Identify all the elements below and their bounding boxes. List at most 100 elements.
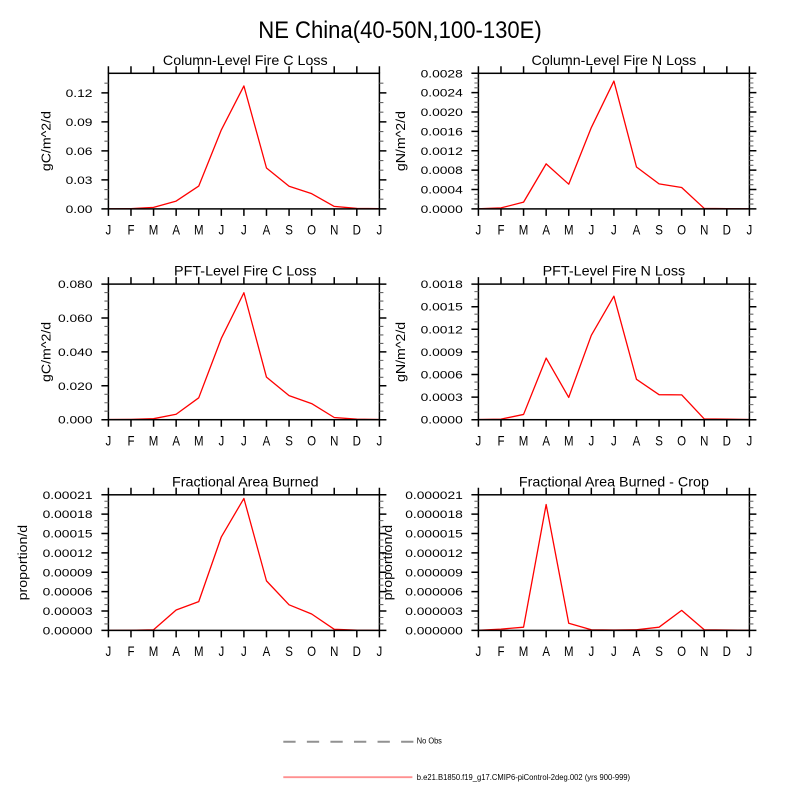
svg-text:J: J [218,222,224,238]
svg-text:0.0006: 0.0006 [421,370,463,382]
svg-text:0.000000: 0.000000 [405,625,463,637]
svg-text:A: A [542,432,550,448]
svg-text:0.0012: 0.0012 [421,324,463,336]
svg-text:F: F [127,643,134,659]
svg-text:M: M [564,222,574,238]
svg-text:0.0000: 0.0000 [421,204,463,216]
svg-text:M: M [519,222,529,238]
svg-text:J: J [588,643,594,659]
svg-text:M: M [194,222,204,238]
svg-text:S: S [285,643,293,659]
svg-text:0.0024: 0.0024 [421,88,463,100]
svg-text:O: O [677,222,686,238]
svg-text:J: J [747,432,753,448]
svg-text:A: A [633,432,641,448]
svg-text:0.0008: 0.0008 [421,165,463,177]
svg-text:M: M [149,432,159,448]
svg-text:A: A [172,222,180,238]
svg-text:A: A [633,643,641,659]
svg-text:0.000012: 0.000012 [405,548,463,560]
svg-text:F: F [127,432,134,448]
svg-text:D: D [353,643,361,659]
svg-text:PFT-Level Fire N Loss: PFT-Level Fire N Loss [543,263,686,279]
svg-text:D: D [723,432,731,448]
svg-text:J: J [106,432,112,448]
svg-text:0.0028: 0.0028 [421,68,463,80]
svg-text:0.00000: 0.00000 [43,625,93,637]
svg-text:0.0012: 0.0012 [421,146,463,158]
svg-text:0.0015: 0.0015 [421,302,463,314]
svg-text:F: F [127,222,134,238]
svg-text:J: J [476,222,482,238]
svg-text:A: A [263,222,271,238]
svg-text:A: A [263,432,271,448]
svg-text:J: J [377,643,383,659]
svg-text:0.000: 0.000 [58,415,93,427]
svg-text:proportion/d: proportion/d [380,525,395,601]
svg-text:M: M [519,643,529,659]
svg-text:J: J [476,432,482,448]
svg-text:proportion/d: proportion/d [15,525,30,601]
svg-text:N: N [330,222,338,238]
svg-text:J: J [476,643,482,659]
svg-text:J: J [218,643,224,659]
svg-text:0.080: 0.080 [58,279,93,291]
svg-text:A: A [542,643,550,659]
svg-text:0.00015: 0.00015 [43,529,93,541]
svg-text:D: D [723,643,731,659]
svg-text:0.020: 0.020 [58,381,93,393]
svg-text:0.00012: 0.00012 [43,548,93,560]
svg-text:gC/m^2/d: gC/m^2/d [39,111,54,171]
svg-text:0.0016: 0.0016 [421,126,463,138]
svg-text:0.040: 0.040 [58,347,93,359]
svg-text:0.00009: 0.00009 [43,567,93,579]
svg-text:gC/m^2/d: gC/m^2/d [39,322,54,382]
svg-text:0.06: 0.06 [66,146,93,158]
svg-text:J: J [106,643,112,659]
svg-text:A: A [172,643,180,659]
svg-text:gN/m^2/d: gN/m^2/d [393,111,408,171]
svg-text:O: O [307,222,316,238]
svg-text:J: J [241,643,247,659]
svg-text:M: M [519,432,529,448]
svg-text:0.0020: 0.0020 [421,107,463,119]
svg-text:0.00: 0.00 [66,204,93,216]
svg-text:0.00018: 0.00018 [43,509,93,521]
svg-text:J: J [588,222,594,238]
svg-text:A: A [172,432,180,448]
svg-text:J: J [747,643,753,659]
svg-text:0.12: 0.12 [66,88,93,100]
svg-text:No Obs: No Obs [417,736,442,746]
svg-text:0.0018: 0.0018 [421,279,463,291]
svg-text:M: M [564,643,574,659]
svg-text:S: S [285,432,293,448]
svg-text:A: A [263,643,271,659]
svg-text:Column-Level Fire N Loss: Column-Level Fire N Loss [532,52,697,68]
svg-text:0.060: 0.060 [58,313,93,325]
svg-text:0.0000: 0.0000 [421,415,463,427]
svg-text:O: O [677,643,686,659]
svg-text:0.000009: 0.000009 [405,567,463,579]
svg-text:J: J [377,432,383,448]
svg-text:O: O [307,643,316,659]
svg-text:N: N [330,432,338,448]
svg-text:A: A [633,222,641,238]
svg-text:0.00003: 0.00003 [43,606,93,618]
svg-text:O: O [677,432,686,448]
svg-text:F: F [497,432,504,448]
svg-text:M: M [194,432,204,448]
svg-text:O: O [307,432,316,448]
svg-text:S: S [655,222,663,238]
svg-text:0.03: 0.03 [66,175,93,187]
svg-text:Fractional Area Burned: Fractional Area Burned [172,473,319,489]
svg-text:M: M [564,432,574,448]
svg-text:0.000006: 0.000006 [405,587,463,599]
svg-text:0.000015: 0.000015 [405,529,463,541]
svg-text:J: J [241,222,247,238]
svg-text:S: S [655,643,663,659]
svg-text:0.0004: 0.0004 [421,185,463,197]
svg-text:0.000018: 0.000018 [405,509,463,521]
svg-text:D: D [353,432,361,448]
svg-text:N: N [700,643,708,659]
svg-text:0.0003: 0.0003 [421,392,463,404]
